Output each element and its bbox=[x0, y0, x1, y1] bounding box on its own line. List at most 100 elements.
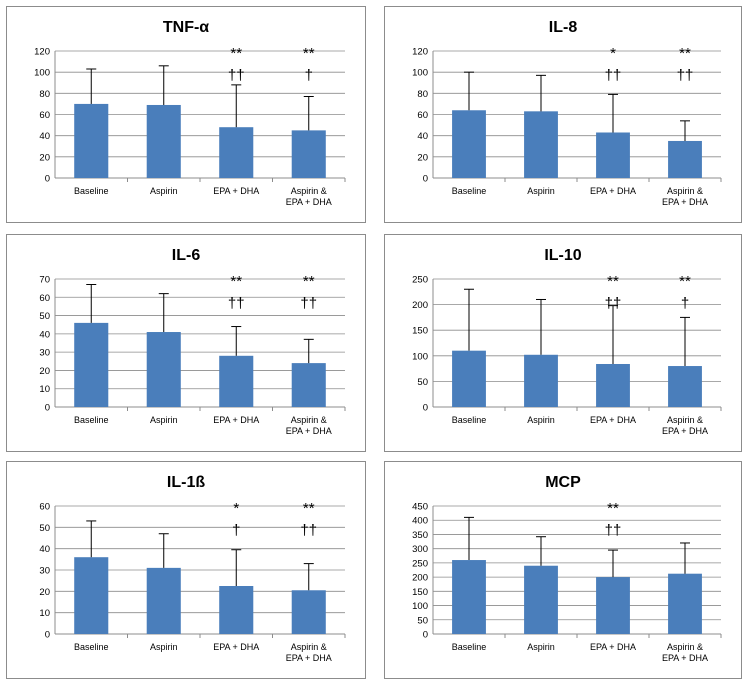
chart-svg: MCP 0 50 100 150 200 250 300 350 400 450 Baseline As… bbox=[412, 474, 722, 663]
x-tick-label: EPA + DHA bbox=[590, 415, 636, 425]
x-tick-label: Aspirin & EPA + DHA bbox=[662, 642, 708, 663]
chart-panel-il-8: IL-8 0 20 40 60 80 100 120 Baseline Aspirin EPA + … bbox=[384, 6, 742, 223]
bar bbox=[219, 586, 254, 634]
significance-star: ** bbox=[230, 273, 242, 290]
significance-dagger: †† bbox=[605, 295, 622, 312]
y-tick-label: 20 bbox=[39, 152, 50, 163]
significance-dagger: †† bbox=[605, 522, 622, 539]
bar bbox=[596, 577, 630, 634]
bar bbox=[452, 560, 486, 634]
bar bbox=[668, 140, 702, 178]
significance-dagger: † bbox=[232, 522, 240, 539]
significance-dagger: †† bbox=[300, 295, 317, 312]
y-tick-label: 300 bbox=[412, 544, 428, 555]
chart-title: IL-8 bbox=[549, 19, 578, 36]
y-tick-label: 40 bbox=[39, 131, 50, 142]
y-tick-label: 0 bbox=[45, 174, 50, 185]
x-tick-label: EPA + DHA bbox=[590, 642, 636, 652]
chart-title: IL-1ß bbox=[167, 474, 205, 491]
bar bbox=[596, 363, 630, 407]
chart-panel-mcp: MCP 0 50 100 150 200 250 300 350 400 450 Baseline As… bbox=[384, 461, 742, 679]
bar bbox=[74, 557, 109, 634]
y-tick-label: 0 bbox=[423, 174, 428, 185]
x-tick-label: Aspirin & EPA + DHA bbox=[286, 642, 332, 663]
x-tick-label: Baseline bbox=[452, 642, 487, 652]
significance-star: ** bbox=[679, 45, 691, 62]
bar bbox=[291, 130, 326, 178]
bar bbox=[219, 127, 254, 178]
significance-star: * bbox=[233, 500, 239, 517]
y-tick-label: 400 bbox=[412, 516, 428, 527]
x-tick-label: EPA + DHA bbox=[213, 642, 259, 652]
y-tick-label: 60 bbox=[39, 293, 50, 304]
y-tick-label: 200 bbox=[412, 573, 428, 584]
bar bbox=[146, 567, 181, 634]
y-tick-label: 0 bbox=[423, 403, 428, 414]
y-tick-label: 10 bbox=[39, 608, 50, 619]
significance-dagger: †† bbox=[605, 67, 622, 84]
significance-dagger: † bbox=[305, 67, 313, 84]
bar bbox=[524, 565, 558, 634]
bar bbox=[668, 366, 702, 407]
x-tick-label: EPA + DHA bbox=[590, 186, 636, 196]
chart-title: TNF-α bbox=[163, 19, 209, 36]
chart-panel-il-1b: IL-1ß 0 10 20 30 40 50 60 Baseline Aspirin EPA + D… bbox=[6, 461, 366, 679]
y-tick-label: 60 bbox=[417, 110, 428, 121]
y-tick-label: 60 bbox=[39, 110, 50, 121]
y-tick-label: 50 bbox=[39, 523, 50, 534]
y-tick-label: 250 bbox=[412, 558, 428, 569]
significance-dagger: †† bbox=[228, 67, 245, 84]
chart-panel-tnf-alpha: TNF-α 0 20 40 60 80 100 120 Baseline Aspirin EPA +… bbox=[6, 6, 366, 223]
chart-svg: IL-10 0 50 100 150 200 250 Baseline Aspirin EPA +… bbox=[412, 247, 722, 436]
x-tick-label: Aspirin bbox=[150, 642, 178, 652]
x-tick-label: Aspirin bbox=[527, 415, 555, 425]
x-tick-label: EPA + DHA bbox=[213, 415, 259, 425]
bar bbox=[291, 590, 326, 634]
y-tick-label: 100 bbox=[412, 351, 428, 362]
y-tick-label: 30 bbox=[39, 566, 50, 577]
y-tick-label: 120 bbox=[34, 47, 50, 58]
y-tick-label: 80 bbox=[39, 89, 50, 100]
x-tick-label: Aspirin bbox=[150, 415, 178, 425]
bar bbox=[524, 111, 558, 178]
y-tick-label: 100 bbox=[412, 601, 428, 612]
y-tick-label: 0 bbox=[45, 630, 50, 641]
significance-dagger: †† bbox=[677, 67, 694, 84]
bar bbox=[146, 332, 181, 407]
y-tick-label: 200 bbox=[412, 300, 428, 311]
y-tick-label: 50 bbox=[417, 377, 428, 388]
y-tick-label: 20 bbox=[39, 366, 50, 377]
significance-dagger: †† bbox=[300, 522, 317, 539]
significance-star: ** bbox=[607, 500, 619, 517]
y-tick-label: 0 bbox=[45, 403, 50, 414]
x-tick-label: Aspirin bbox=[527, 186, 555, 196]
x-tick-label: Aspirin & EPA + DHA bbox=[286, 186, 332, 207]
y-tick-label: 60 bbox=[39, 502, 50, 513]
chart-svg: IL-8 0 20 40 60 80 100 120 Baseline Aspirin EPA + … bbox=[412, 19, 722, 207]
x-tick-label: Aspirin bbox=[150, 186, 178, 196]
y-tick-label: 80 bbox=[417, 89, 428, 100]
significance-star: ** bbox=[303, 500, 315, 517]
chart-title: IL-6 bbox=[172, 247, 201, 264]
bar bbox=[146, 104, 181, 178]
x-tick-label: Aspirin & EPA + DHA bbox=[662, 415, 708, 436]
x-tick-label: Aspirin bbox=[527, 642, 555, 652]
y-tick-label: 50 bbox=[39, 311, 50, 322]
bar bbox=[74, 103, 109, 178]
significance-star: * bbox=[610, 45, 616, 62]
bar bbox=[291, 363, 326, 407]
bar bbox=[74, 322, 109, 407]
y-tick-label: 10 bbox=[39, 384, 50, 395]
chart-svg: TNF-α 0 20 40 60 80 100 120 Baseline Aspirin EPA +… bbox=[34, 19, 346, 207]
x-tick-label: Baseline bbox=[74, 186, 109, 196]
y-tick-label: 30 bbox=[39, 348, 50, 359]
significance-star: ** bbox=[303, 273, 315, 290]
y-tick-label: 70 bbox=[39, 275, 50, 286]
y-tick-label: 0 bbox=[423, 630, 428, 641]
chart-title: MCP bbox=[545, 474, 581, 491]
chart-panel-il-6: IL-6 0 10 20 30 40 50 60 70 Baseline Aspirin EPA + … bbox=[6, 234, 366, 452]
bar bbox=[452, 110, 486, 178]
y-tick-label: 150 bbox=[412, 587, 428, 598]
y-tick-label: 150 bbox=[412, 326, 428, 337]
x-tick-label: Baseline bbox=[74, 415, 109, 425]
